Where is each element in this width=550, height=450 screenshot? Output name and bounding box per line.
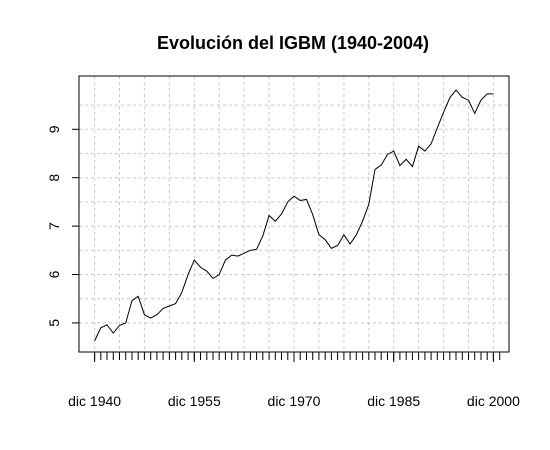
y-tick-label: 6 [46,270,62,278]
x-axis: dic 1940 dic 1955 dic 1970 dic 1985 dic 2000 [68,352,520,409]
x-tick-label: dic 1955 [168,393,221,409]
x-tick-label: dic 1970 [268,393,321,409]
chart-title: Evolución del IGBM (1940-2004) [157,33,429,53]
grid-lines [79,76,509,352]
x-tick-label: dic 2000 [467,393,520,409]
y-axis: 5 6 7 8 9 [46,125,79,327]
y-tick-label: 9 [46,125,62,133]
y-tick-label: 8 [46,174,62,182]
y-tick-label: 7 [46,222,62,230]
plot-frame [78,75,510,353]
x-tick-label: dic 1940 [68,393,121,409]
y-tick-label: 5 [46,319,62,327]
x-tick-label: dic 1985 [367,393,420,409]
series-line-igbm [94,89,494,342]
